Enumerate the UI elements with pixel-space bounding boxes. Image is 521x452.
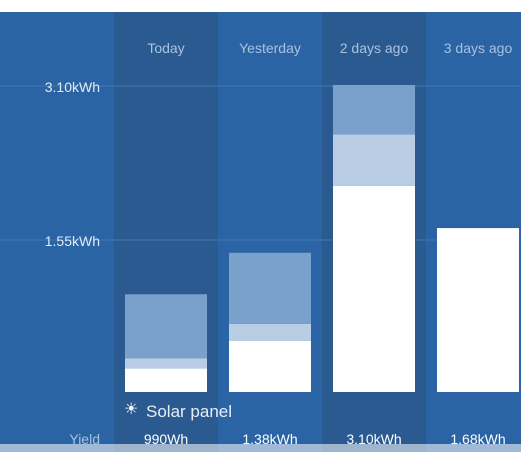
bar-segment-2-days-ago [333, 185, 415, 392]
yield-value: 1.38kWh [242, 431, 298, 447]
sun-icon: ☀ [124, 401, 139, 418]
bar-segment-yesterday [229, 340, 311, 392]
column-label-today: Today [147, 40, 185, 56]
yield-value: 990Wh [143, 431, 189, 447]
yield-label: Yield [69, 431, 100, 447]
bars-group [125, 85, 519, 392]
bar-segment-today [125, 294, 207, 359]
bottom-fade [0, 444, 521, 452]
header-band [0, 0, 521, 12]
bar-segment-3-days-ago [437, 228, 519, 392]
column-label-2-days-ago: 2 days ago [339, 40, 409, 56]
legend-label: Solar panel [146, 402, 233, 421]
column-label-3-days-ago: 3 days ago [443, 40, 513, 56]
bar-segment-yesterday [229, 323, 311, 341]
bar-segment-today [125, 368, 207, 392]
ytick-label: 3.10kWh [44, 79, 100, 95]
bar-segment-today [125, 358, 207, 369]
bar-segment-2-days-ago [333, 85, 415, 135]
ytick-label: 1.55kWh [44, 233, 100, 249]
column-label-yesterday: Yesterday [239, 40, 301, 56]
yield-value: 1.68kWh [450, 431, 506, 447]
bar-segment-2-days-ago [333, 134, 415, 186]
yield-value: 3.10kWh [346, 431, 402, 447]
bar-segment-yesterday [229, 252, 311, 324]
